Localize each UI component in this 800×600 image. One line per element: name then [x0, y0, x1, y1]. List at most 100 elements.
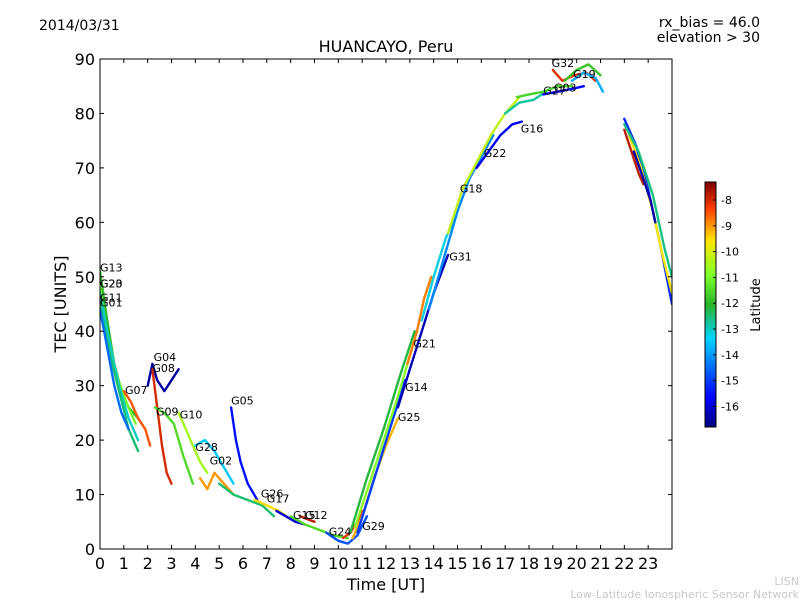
y-tick-label: 60 [75, 213, 95, 232]
x-tick-label: 5 [214, 554, 224, 573]
x-tick-label: 14 [423, 554, 443, 573]
series-g18 [427, 133, 495, 311]
sat-label-g16: G16 [521, 123, 544, 136]
x-tick-label: 10 [328, 554, 348, 573]
series-g06 [349, 330, 416, 534]
series-g30 [325, 515, 369, 545]
sat-label-g13: G13 [100, 261, 123, 274]
colorbar-tick-label: -9 [721, 220, 732, 233]
colorbar-tick-label: -13 [721, 323, 739, 336]
sat-label-g25: G25 [398, 411, 421, 424]
chart-title: HUANCAYO, Peru [319, 37, 454, 56]
colorbar-tick-label: -14 [721, 349, 739, 362]
plot-frame [99, 58, 673, 550]
sat-label-g18: G18 [460, 182, 483, 195]
series-g01 [100, 308, 130, 431]
sat-label-g31: G31 [449, 250, 472, 263]
series-g16 [475, 120, 523, 170]
colorbar-tick-label: -10 [721, 246, 739, 259]
sat-label-g19: G19 [573, 68, 596, 81]
footer-lisn: LISN [774, 575, 799, 588]
date-label: 2014/03/31 [39, 18, 120, 34]
sat-label-g14: G14 [405, 381, 428, 394]
y-tick-label: 90 [75, 50, 95, 69]
sat-label-g01: G01 [100, 297, 123, 310]
sat-label-g15: G15 [293, 509, 316, 522]
colorbar-ticks: -8 -9 -10 -11 -12 -13 -14 -15 -16 [713, 194, 739, 413]
sat-label-g21: G21 [413, 338, 436, 351]
x-axis-label: Time [UT] [346, 575, 425, 594]
x-tick-label: 4 [190, 554, 200, 573]
series-g40 [623, 123, 672, 278]
series-g09 [153, 406, 195, 485]
series-g24 [289, 515, 350, 540]
sat-label-g05: G05 [231, 395, 254, 408]
sat-label-g09: G09 [156, 406, 179, 419]
x-tick-label: 6 [238, 554, 248, 573]
x-axis-ticks: 0 1 2 3 4 5 6 7 8 9 10 11 12 13 14 15 16 17 18 19 20 21 22 23 [95, 59, 658, 573]
x-tick-label: 7 [262, 554, 272, 573]
sat-label-g03: G03 [554, 82, 577, 95]
y-tick-label: 50 [75, 268, 95, 287]
colorbar-tick-label: -12 [721, 297, 739, 310]
series-g14 [356, 379, 407, 534]
sat-label-g27: G27 [543, 84, 566, 97]
sat-label-g29: G29 [362, 520, 385, 533]
sat-label-g04: G04 [154, 351, 177, 364]
colorbar-tick-label: -15 [721, 375, 739, 388]
sat-label-g23: G23 [100, 278, 123, 291]
sat-label-g08: G08 [152, 362, 175, 375]
sat-label-g22: G22 [484, 147, 507, 160]
series-g10 [177, 411, 209, 474]
sat-label-g24: G24 [329, 525, 352, 538]
series-g33 [406, 275, 433, 366]
y-tick-label: 70 [75, 159, 95, 178]
sat-label-g11: G11 [100, 291, 123, 304]
sat-label-g20: G20 [100, 278, 123, 291]
series-g41 [632, 150, 657, 224]
x-tick-label: 22 [614, 554, 634, 573]
series-g03 [542, 84, 585, 96]
series-g08 [151, 368, 173, 485]
y-tick-label: 80 [75, 104, 95, 123]
series-layer [100, 63, 672, 545]
elevation-label: elevation > 30 [657, 30, 760, 46]
series-g02 [198, 471, 235, 496]
x-tick-label: 9 [309, 554, 319, 573]
series-g37 [623, 128, 645, 186]
sat-label-g32: G32 [552, 57, 575, 70]
series-g07 [122, 389, 152, 447]
colorbar-tick-label: -11 [721, 271, 739, 284]
y-tick-label: 30 [75, 377, 95, 396]
footer-network: Low-Latitude Ionospheric Sensor Network [570, 588, 799, 600]
y-tick-label: 40 [75, 322, 95, 341]
series-g28 [194, 438, 235, 485]
series-g38 [623, 117, 672, 306]
sat-label-g07: G07 [125, 384, 148, 397]
colorbar-tick-label: -8 [721, 194, 732, 207]
series-g34 [420, 215, 457, 322]
y-tick-label: 10 [75, 486, 95, 505]
series-g26 [217, 482, 276, 518]
y-tick-label: 20 [75, 431, 95, 450]
sat-label-g17: G17 [267, 493, 290, 506]
y-axis-ticks: 0 10 20 30 40 50 60 70 80 90 [75, 50, 672, 559]
series-g22 [446, 95, 521, 235]
series-g21 [353, 346, 414, 529]
series-g15 [275, 509, 307, 526]
x-tick-label: 13 [400, 554, 420, 573]
sat-label-g12: G12 [305, 509, 328, 522]
x-tick-label: 15 [447, 554, 467, 573]
rx-bias-label: rx_bias = 46.0 [659, 15, 760, 31]
sat-label-g28: G28 [195, 441, 218, 454]
series-g05 [229, 406, 259, 502]
colorbar-label: Latitude [749, 278, 764, 332]
x-tick-label: 18 [519, 554, 539, 573]
x-tick-label: 1 [119, 554, 129, 573]
series-g35 [504, 90, 547, 115]
x-tick-label: 12 [376, 554, 396, 573]
x-tick-label: 11 [352, 554, 372, 573]
series-g04 [146, 362, 180, 393]
